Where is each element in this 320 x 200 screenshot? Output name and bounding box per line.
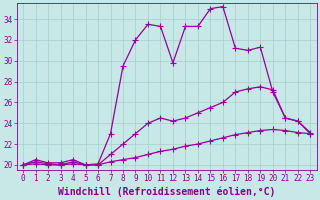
X-axis label: Windchill (Refroidissement éolien,°C): Windchill (Refroidissement éolien,°C) <box>58 186 276 197</box>
